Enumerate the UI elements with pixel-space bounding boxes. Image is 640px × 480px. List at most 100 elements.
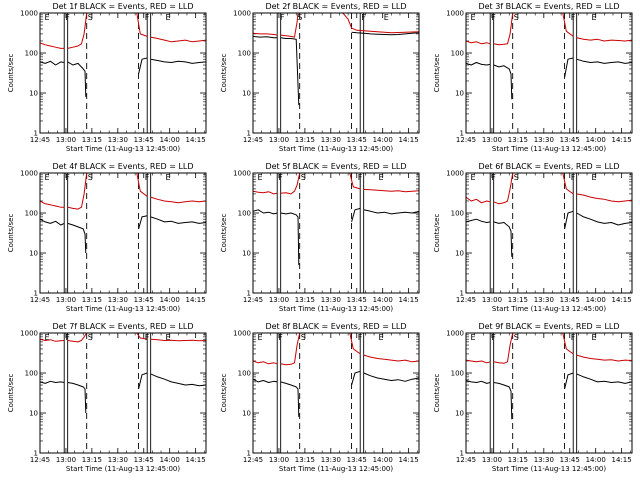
marker-label: E: [384, 13, 389, 22]
x-axis-label: Start Time (11-Aug-13 12:45:00): [279, 145, 393, 153]
x-tick-label: 12:45: [456, 136, 476, 144]
series-line-events: [40, 218, 65, 226]
x-tick-label: 14:15: [186, 296, 206, 304]
series-line-events: [351, 370, 361, 386]
y-tick-label: 100: [451, 370, 464, 378]
marker-label: F: [571, 13, 576, 22]
x-tick-label: 13:15: [295, 296, 315, 304]
series-line-lld: [253, 32, 278, 36]
series-line-events: [150, 58, 206, 64]
marker-label: S: [297, 13, 302, 22]
x-tick-label: 14:15: [612, 136, 632, 144]
chart-panel-3: Det 3f BLACK = Events, RED = LLD 1 10 100 10…: [433, 2, 633, 153]
x-tick-label: 13:00: [269, 296, 289, 304]
marker-label: F: [65, 173, 70, 182]
marker-label: E: [470, 13, 475, 22]
y-tick-label: 100: [25, 50, 38, 58]
x-axis-label: Start Time (11-Aug-13 12:45:00): [492, 305, 606, 313]
x-tick-label: 13:00: [482, 456, 502, 464]
y-tick-label: 100: [451, 50, 464, 58]
y-tick-label: 10: [455, 250, 464, 258]
marker-label: S: [514, 13, 519, 22]
marker-label: E: [166, 13, 171, 22]
series-line-events: [40, 380, 65, 384]
series-line-lld: [253, 360, 278, 365]
plot-frame: [39, 332, 207, 454]
marker-label: S: [514, 333, 519, 342]
x-tick-label: 14:00: [586, 136, 606, 144]
marker-label: E: [44, 173, 49, 182]
marker-label: E: [592, 173, 597, 182]
series-line-lld: [493, 173, 514, 205]
marker-label: F: [358, 173, 363, 182]
x-tick-label: 13:15: [295, 456, 315, 464]
y-tick-label: 1000: [233, 10, 251, 18]
series-line-lld: [40, 338, 65, 342]
x-tick-label: 14:15: [612, 296, 632, 304]
y-axis-label: Counts/sec: [220, 374, 228, 413]
chart-title: Det 7f BLACK = Events, RED = LLD: [52, 322, 193, 331]
marker-label: S: [514, 173, 519, 182]
chart-title: Det 2f BLACK = Events, RED = LLD: [265, 2, 406, 11]
x-tick-label: 13:15: [508, 456, 528, 464]
marker-label: F: [145, 173, 150, 182]
x-tick-label: 13:00: [482, 136, 502, 144]
series-line-events: [564, 210, 574, 230]
marker-label: F: [491, 333, 496, 342]
chart-title: Det 4f BLACK = Events, RED = LLD: [52, 162, 193, 171]
y-tick-label: 1: [247, 290, 251, 298]
series-line-events: [138, 215, 148, 230]
plot-frame: [39, 12, 207, 134]
plot-frame: [465, 12, 633, 134]
x-tick-label: 13:00: [269, 456, 289, 464]
x-tick-label: 14:00: [373, 296, 393, 304]
x-tick-label: 13:45: [134, 456, 154, 464]
y-tick-label: 1: [34, 290, 38, 298]
x-tick-label: 13:00: [56, 136, 76, 144]
series-line-events: [493, 382, 513, 420]
x-tick-label: 12:45: [243, 456, 263, 464]
x-tick-label: 14:00: [373, 136, 393, 144]
marker-label: E: [592, 13, 597, 22]
y-tick-label: 100: [238, 50, 251, 58]
series-line-lld: [136, 13, 148, 37]
series-line-events: [564, 57, 574, 78]
series-line-events: [493, 221, 513, 257]
series-group: [40, 333, 206, 414]
x-axis-label: Start Time (11-Aug-13 12:45:00): [66, 465, 180, 473]
y-axis-label: Counts/sec: [220, 214, 228, 253]
series-line-events: [363, 209, 419, 215]
x-tick-label: 13:30: [108, 136, 128, 144]
y-axis-label: Counts/sec: [433, 214, 441, 253]
marker-label: F: [571, 333, 576, 342]
series-line-events: [564, 372, 574, 390]
y-tick-label: 100: [238, 210, 251, 218]
series-line-lld: [576, 354, 632, 362]
series-line-lld: [576, 37, 632, 42]
series-line-events: [576, 373, 632, 384]
y-tick-label: 10: [242, 410, 251, 418]
x-axis-label: Start Time (11-Aug-13 12:45:00): [66, 305, 180, 313]
y-tick-label: 1000: [446, 330, 464, 338]
x-tick-label: 13:45: [347, 296, 367, 304]
x-tick-label: 13:00: [482, 296, 502, 304]
marker-label: E: [166, 333, 171, 342]
y-axis-label: Counts/sec: [7, 54, 15, 93]
marker-label: E: [592, 333, 597, 342]
series-line-events: [576, 58, 632, 64]
x-tick-label: 13:15: [82, 136, 102, 144]
x-tick-label: 13:30: [534, 456, 554, 464]
series-line-events: [253, 35, 278, 39]
plot-frame: [252, 172, 420, 294]
series-group: [253, 173, 419, 266]
series-line-lld: [562, 333, 574, 355]
x-tick-label: 12:45: [30, 136, 50, 144]
marker-label: E: [44, 333, 49, 342]
marker-label: F: [278, 333, 283, 342]
x-tick-label: 13:30: [321, 136, 341, 144]
chart-title: Det 3f BLACK = Events, RED = LLD: [478, 2, 619, 11]
y-tick-label: 1000: [20, 170, 38, 178]
y-axis-label: Counts/sec: [433, 374, 441, 413]
marker-label: F: [491, 13, 496, 22]
series-line-lld: [150, 338, 206, 342]
